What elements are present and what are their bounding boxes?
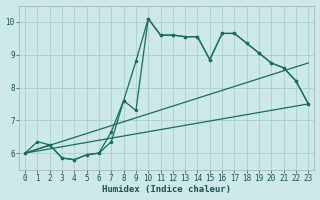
X-axis label: Humidex (Indice chaleur): Humidex (Indice chaleur) [102, 185, 231, 194]
